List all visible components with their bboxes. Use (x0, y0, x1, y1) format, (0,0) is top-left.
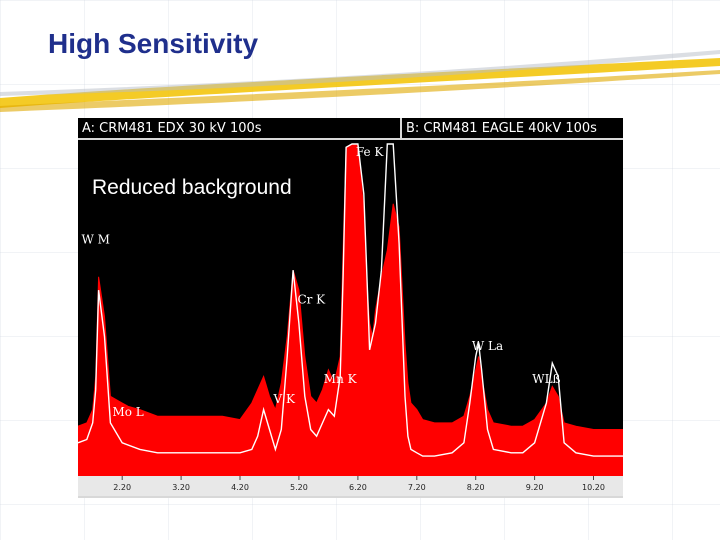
panel-a-label: A: CRM481 EDX 30 kV 100s (82, 121, 262, 136)
x-tick-label: 6.20 (349, 483, 367, 492)
slide-title: High Sensitivity (48, 28, 259, 59)
peak-label: W M (81, 233, 109, 247)
series-layer (77, 143, 624, 477)
x-axis-ticks: 2.20 3.20 4.20 5.20 6.20 7.20 8.20 9.20 10.20 (113, 476, 605, 492)
x-tick-label: 9.20 (526, 483, 544, 492)
x-tick-label: 3.20 (172, 483, 190, 492)
peak-label-layer: Fe K W M Cr K W La Mn K WLß V K Mo L (81, 145, 560, 419)
panel-a-header (78, 118, 400, 138)
peak-label: Mo L (112, 405, 143, 419)
x-tick-label: 10.20 (582, 483, 605, 492)
panel-b-label: B: CRM481 EAGLE 40kV 100s (406, 121, 597, 136)
peak-label: V K (272, 392, 295, 406)
x-tick-label: 4.20 (231, 483, 249, 492)
decorative-swoosh (0, 50, 720, 112)
peak-label: Cr K (297, 292, 326, 306)
series-a-area (77, 143, 624, 477)
spectrum-chart-svg: A: CRM481 EDX 30 kV 100s B: CRM481 EAGLE… (77, 118, 624, 498)
panel-b-header (402, 118, 623, 138)
peak-label: Fe K (356, 145, 385, 159)
spectrum-chart: A: CRM481 EDX 30 kV 100s B: CRM481 EAGLE… (77, 118, 624, 503)
x-tick-label: 5.20 (290, 483, 308, 492)
background-annotation: Reduced background (92, 176, 292, 199)
peak-label: WLß (532, 372, 560, 386)
peak-label: W La (472, 339, 503, 353)
x-tick-label: 2.20 (113, 483, 131, 492)
x-tick-label: 8.20 (467, 483, 485, 492)
x-axis-strip (78, 476, 623, 496)
peak-label: Mn K (324, 372, 358, 386)
series-b-line (77, 143, 623, 457)
x-tick-label: 7.20 (408, 483, 426, 492)
